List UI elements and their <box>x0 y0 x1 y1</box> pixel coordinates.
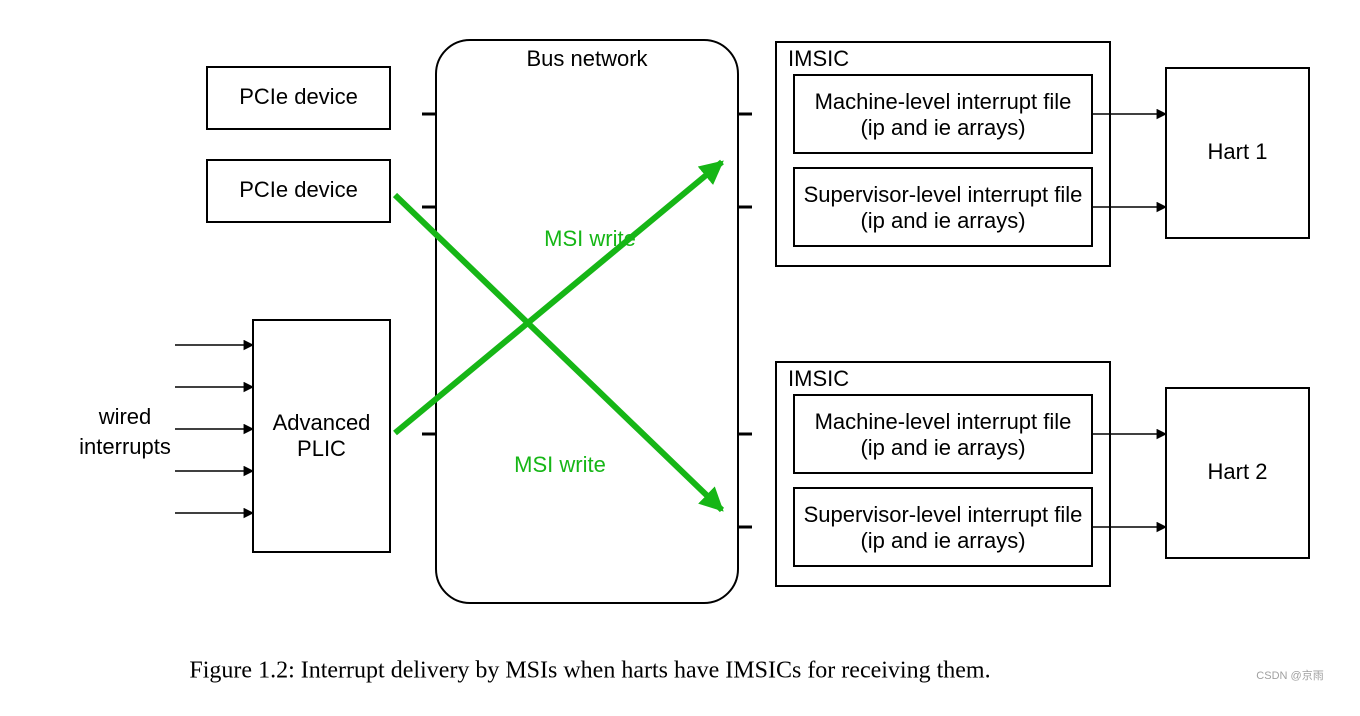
msi-write-label-1: MSI write <box>514 452 606 477</box>
m-file-2-l1: Machine-level interrupt file <box>815 409 1072 434</box>
pcie-device-1-label: PCIe device <box>239 84 358 109</box>
bus-network-box <box>436 40 738 603</box>
imsic-2-label: IMSIC <box>788 366 849 391</box>
aplic-label-2: PLIC <box>297 436 346 461</box>
m-file-1-l1: Machine-level interrupt file <box>815 89 1072 114</box>
aplic-label-1: Advanced <box>273 410 371 435</box>
wired-label-2: interrupts <box>79 434 171 459</box>
msi-write-label-0: MSI write <box>544 226 636 251</box>
s-file-1-l2: (ip and ie arrays) <box>860 208 1025 233</box>
imsic-1-label: IMSIC <box>788 46 849 71</box>
watermark: CSDN @京雨 <box>1256 668 1323 682</box>
hart-2-label: Hart 2 <box>1208 459 1268 484</box>
wired-label-1: wired <box>98 404 152 429</box>
figure-caption: Figure 1.2: Interrupt delivery by MSIs w… <box>189 658 990 684</box>
s-file-1-l1: Supervisor-level interrupt file <box>804 182 1083 207</box>
m-file-1-l2: (ip and ie arrays) <box>860 115 1025 140</box>
msi-write-arrow-0 <box>395 162 722 433</box>
s-file-2-l2: (ip and ie arrays) <box>860 528 1025 553</box>
s-file-2-l1: Supervisor-level interrupt file <box>804 502 1083 527</box>
hart-1-label: Hart 1 <box>1208 139 1268 164</box>
pcie-device-2-label: PCIe device <box>239 177 358 202</box>
m-file-2-l2: (ip and ie arrays) <box>860 435 1025 460</box>
bus-network-label: Bus network <box>526 46 648 71</box>
